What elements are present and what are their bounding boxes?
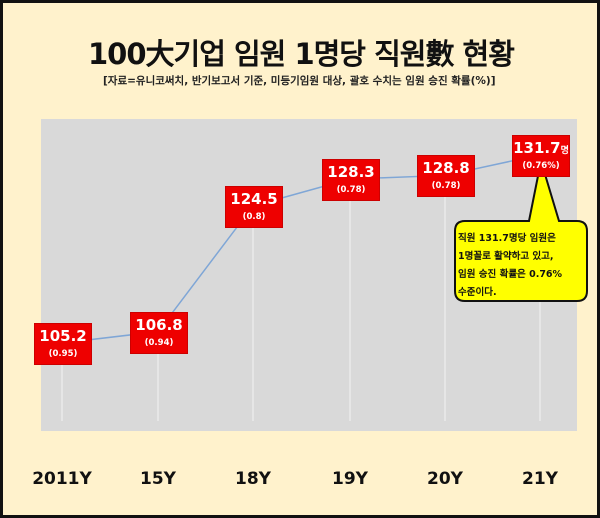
callout-line: 1명꼴로 활약하고 있고, (458, 251, 554, 262)
x-tick-label: 21Y (522, 469, 558, 489)
callout-line: 직원 131.7명당 임원은 (458, 233, 556, 244)
rate-label: (0.78) (336, 184, 366, 195)
rate-label: (0.94) (144, 337, 174, 348)
callout-line: 임원 승진 확률은 0.76% (458, 269, 563, 280)
unit-label: 명 (560, 145, 569, 156)
data-label-box: 106.8 (0.94) (130, 311, 188, 354)
value-label: 128.3 (327, 162, 375, 181)
value-label: 128.8 (422, 159, 470, 178)
rate-label: (0.76%) (522, 160, 560, 171)
chart-title: 100大기업 임원 1명당 직원數 현황 (88, 37, 515, 71)
callout-line: 수준이다. (458, 287, 497, 298)
x-tick-label: 2011Y (32, 469, 92, 489)
x-tick-label: 15Y (140, 469, 176, 489)
value-label: 124.5 (230, 189, 278, 208)
value-label: 106.8 (135, 315, 183, 334)
callout-bubble (454, 160, 588, 302)
data-label-box: 128.8 (0.78) (417, 155, 475, 198)
x-tick-label: 18Y (235, 469, 271, 489)
callout-text: 직원 131.7명당 임원은 1명꼴로 활약하고 있고, 임원 승진 확률은 0… (458, 230, 583, 302)
rate-label: (0.95) (48, 349, 78, 359)
data-label-box: 128.3 (0.78) (322, 158, 380, 201)
value-label: 105.2 (39, 327, 87, 345)
data-label-box: 124.5 (0.8) (225, 185, 283, 228)
value-label: 131.7 (513, 138, 561, 157)
x-tick-label: 19Y (332, 469, 368, 489)
chart-subtitle: [자료=유니코써치, 반기보고서 기준, 미등기임원 대상, 괄호 수치는 임원… (103, 75, 496, 87)
x-tick-label: 20Y (427, 469, 463, 489)
data-label-box: 131.7명 (0.76%) (512, 134, 570, 177)
data-label-box: 105.2 (0.95) (34, 323, 92, 365)
rate-label: (0.8) (242, 211, 266, 222)
rate-label: (0.78) (431, 181, 461, 192)
